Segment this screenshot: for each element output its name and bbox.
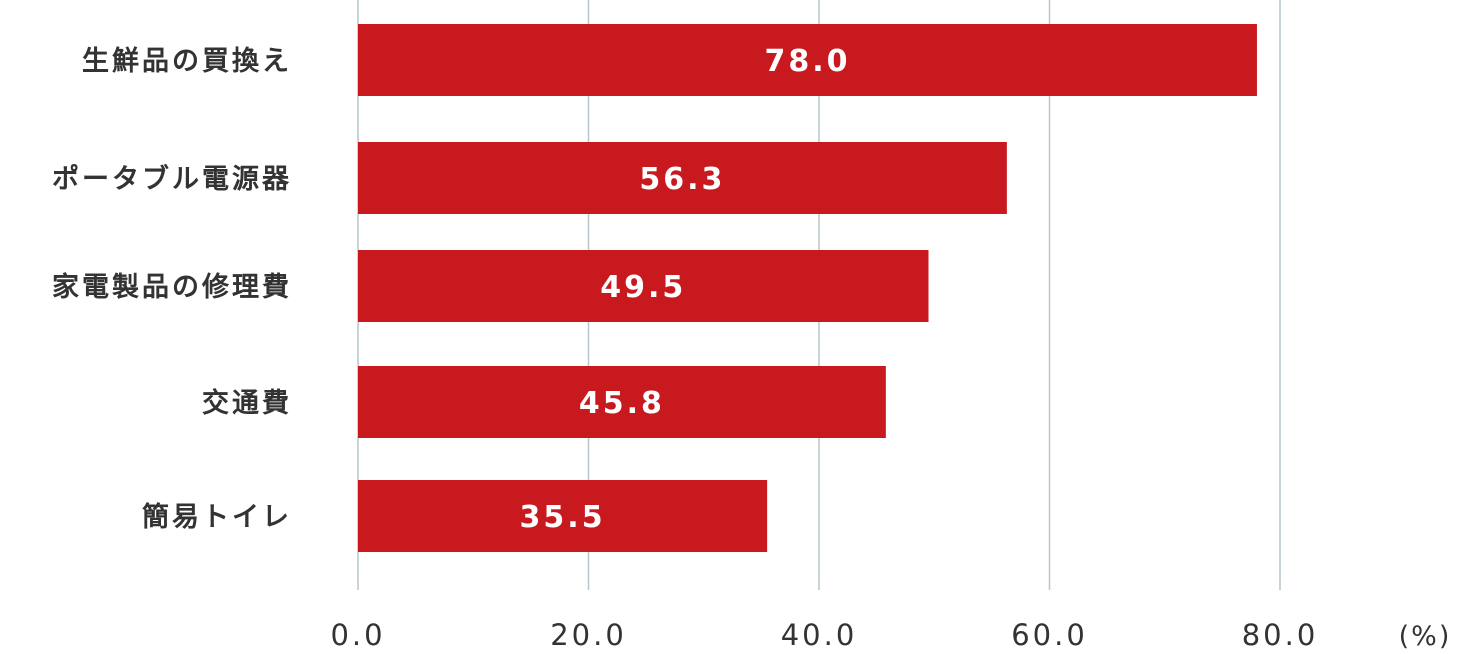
x-tick-label: 60.0 [1011,618,1088,652]
x-tick-label: 80.0 [1242,618,1319,652]
bar-value-label: 56.3 [639,162,725,197]
category-label: ポータブル電源器 [52,163,292,195]
bar [358,250,929,322]
category-label: 家電製品の修理費 [52,271,292,303]
category-label: 交通費 [202,387,292,419]
category-label: 生鮮品の買換え [82,45,292,77]
x-unit-label: (%) [1399,621,1452,652]
category-label: 簡易トイレ [142,501,292,533]
x-tick-label: 0.0 [330,618,385,652]
bar [358,24,1257,96]
bar-value-label: 35.5 [520,500,606,535]
bar-value-label: 49.5 [600,270,686,305]
x-tick-label: 40.0 [781,618,858,652]
x-tick-label: 20.0 [550,618,627,652]
bar [358,480,768,552]
bars: 78.0 56.3 49.5 45.8 35.5 [358,24,1257,552]
bar-value-label: 45.8 [579,386,665,421]
bar [358,366,886,438]
x-tick-labels: 0.0 20.0 40.0 60.0 80.0 [330,618,1319,652]
bar-value-label: 78.0 [764,44,850,79]
bar [358,142,1007,214]
